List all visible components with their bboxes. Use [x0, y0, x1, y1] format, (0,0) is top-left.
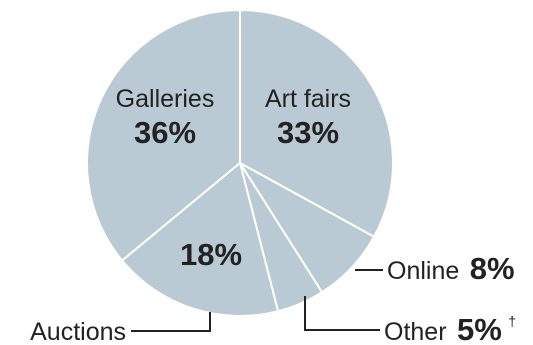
leader-line-other [304, 296, 380, 331]
label-online-value: 8% [470, 251, 515, 286]
label-other-name: Other [384, 318, 447, 345]
label-online-name: Online [387, 257, 459, 285]
pie-slice-galleries [86, 8, 241, 262]
leader-lines [131, 269, 383, 332]
label-galleries-name: Galleries [116, 85, 215, 113]
pie-slice-auctions [120, 161, 280, 317]
pie-slice-art-fairs [239, 8, 394, 239]
label-art-fairs-name: Art fairs [265, 85, 351, 113]
leader-line-auctions [131, 312, 211, 332]
label-other: Other 5% † [384, 312, 516, 345]
slice-labels: Galleries 36% Art fairs 33% 18% Online 8… [30, 85, 516, 345]
label-other-value: 5% [457, 312, 502, 345]
label-galleries-value: 36% [134, 115, 196, 150]
pie-slices [86, 8, 394, 317]
label-auctions-value: 18% [180, 237, 242, 272]
label-online: Online 8% [387, 251, 515, 286]
label-other-dagger: † [508, 313, 516, 329]
label-auctions-name: Auctions [30, 318, 126, 345]
label-art-fairs-value: 33% [277, 115, 339, 150]
